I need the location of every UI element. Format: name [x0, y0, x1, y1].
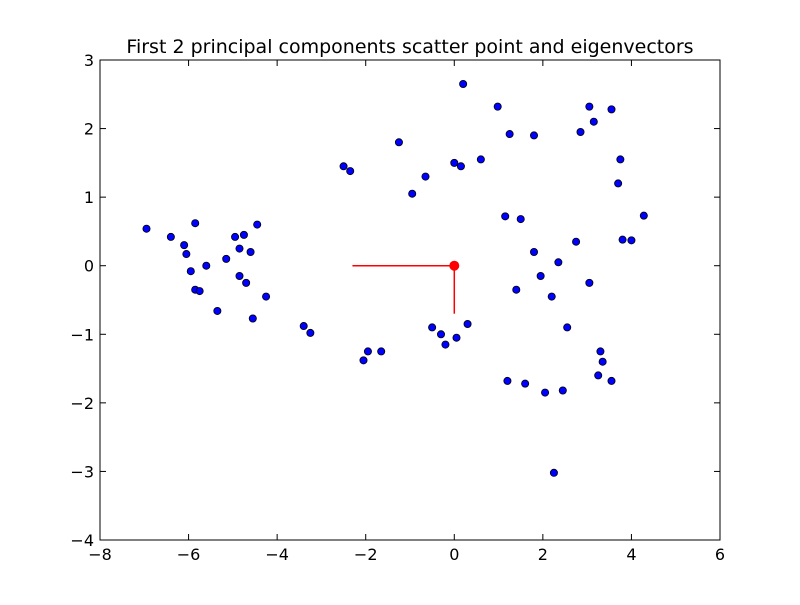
scatter-point: [213, 306, 222, 315]
scatter-point: [598, 357, 607, 366]
scatter-point: [246, 247, 255, 256]
scatter-point: [512, 285, 521, 294]
scatter-point: [253, 220, 262, 229]
scatter-point: [359, 356, 368, 365]
scatter-point: [585, 102, 594, 111]
scatter-point: [501, 212, 510, 221]
eigenvector-layer: [352, 260, 460, 314]
scatter-point: [436, 330, 445, 339]
scatter-point: [503, 376, 512, 385]
scatter-point: [191, 219, 200, 228]
scatter-point: [476, 155, 485, 164]
scatter-point: [235, 271, 244, 280]
scatter-point: [516, 215, 525, 224]
mean-point-marker: [449, 260, 460, 271]
scatter-point: [576, 127, 585, 136]
x-tick-label: 6: [715, 545, 725, 564]
scatter-point: [262, 292, 271, 301]
scatter-point: [441, 340, 450, 349]
scatter-point: [306, 328, 315, 337]
scatter-point: [596, 347, 605, 356]
scatter-point: [536, 271, 545, 280]
scatter-point: [554, 258, 563, 267]
y-tick-label: −2: [70, 394, 94, 413]
scatter-point: [339, 162, 348, 171]
scatter-point: [505, 130, 514, 139]
y-tick-label: 2: [84, 120, 94, 139]
y-tick-label: −1: [70, 325, 94, 344]
data-layer: [142, 80, 648, 477]
scatter-point: [452, 333, 461, 342]
scatter-point: [166, 232, 175, 241]
scatter-point: [594, 371, 603, 380]
scatter-point: [572, 237, 581, 246]
x-tick-label: 2: [538, 545, 548, 564]
scatter-point: [463, 319, 472, 328]
scatter-point: [182, 250, 191, 259]
scatter-point: [607, 376, 616, 385]
scatter-point: [180, 241, 189, 250]
chart-title: First 2 principal components scatter poi…: [126, 36, 693, 58]
tick-layer: −8 −6 −4 −2 0 2 4 6 −4 −3 −2 −1 0 1 2 3: [70, 51, 725, 564]
scatter-point: [239, 230, 248, 239]
scatter-point: [547, 292, 556, 301]
scatter-point: [363, 347, 372, 356]
scatter-point: [235, 244, 244, 253]
scatter-point: [618, 235, 627, 244]
scatter-point: [377, 347, 386, 356]
scatter-point: [428, 323, 437, 332]
scatter-point: [186, 267, 195, 276]
scatter-point: [607, 105, 616, 114]
x-tick-label: 4: [626, 545, 636, 564]
scatter-point: [450, 158, 459, 167]
scatter-point: [459, 80, 468, 89]
scatter-point: [242, 278, 251, 287]
scatter-point: [142, 224, 151, 233]
plot-frame: [99, 59, 721, 541]
y-tick-label: 0: [84, 257, 94, 276]
x-tick-label: −2: [354, 545, 378, 564]
x-tick-label: −8: [88, 545, 112, 564]
scatter-point: [408, 189, 417, 198]
y-tick-label: −4: [70, 531, 94, 550]
scatter-point: [589, 117, 598, 126]
x-tick-label: −6: [177, 545, 201, 564]
scatter-point: [248, 314, 257, 323]
scatter-point: [346, 167, 355, 176]
scatter-point: [549, 468, 558, 477]
scatter-point: [639, 211, 648, 220]
scatter-point: [614, 179, 623, 188]
y-tick-label: 3: [84, 51, 94, 70]
scatter-point: [616, 155, 625, 164]
scatter-point: [530, 131, 539, 140]
x-tick-label: 0: [449, 545, 459, 564]
scatter-point: [421, 172, 430, 181]
scatter-point: [585, 278, 594, 287]
x-tick-label: −4: [265, 545, 289, 564]
scatter-point: [222, 254, 231, 263]
scatter-point: [521, 379, 530, 388]
scatter-point: [558, 386, 567, 395]
scatter-point: [493, 102, 502, 111]
scatter-point: [231, 232, 240, 241]
y-tick-label: 1: [84, 188, 94, 207]
scatter-point: [394, 138, 403, 147]
scatter-point: [530, 247, 539, 256]
y-tick-label: −3: [70, 462, 94, 481]
scatter-point: [563, 323, 572, 332]
scatter-point: [627, 236, 636, 245]
scatter-point: [202, 261, 211, 270]
scatter-point: [195, 287, 204, 296]
scatter-point: [456, 162, 465, 171]
scatter-point: [299, 322, 308, 331]
scatter-point: [541, 388, 550, 397]
